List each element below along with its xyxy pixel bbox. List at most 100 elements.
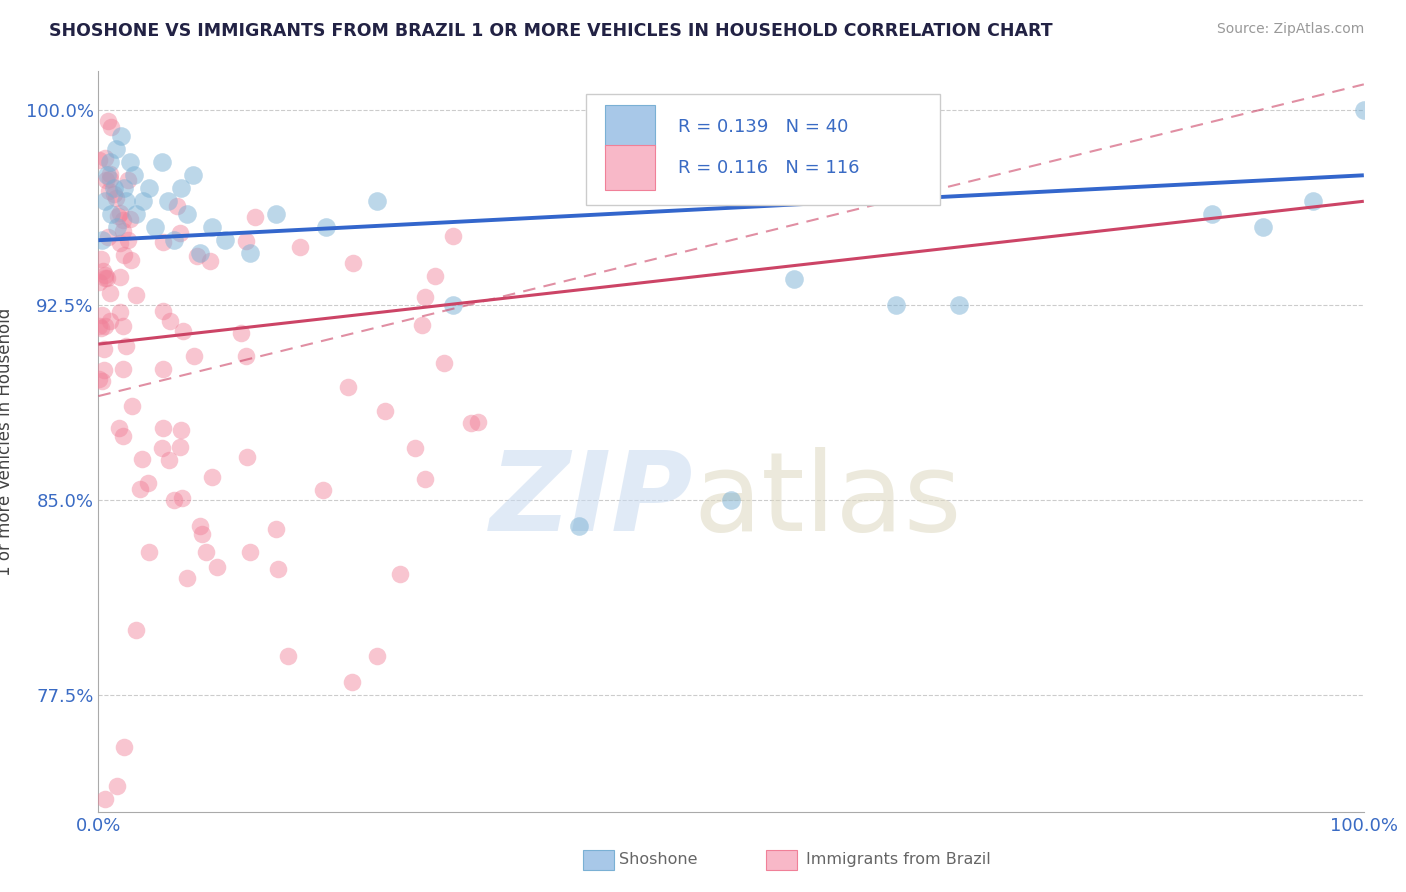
Point	[125, 207, 148, 221]
Point	[188, 519, 211, 533]
Point	[111, 318, 134, 333]
Point	[120, 212, 142, 227]
Point	[117, 172, 139, 186]
Point	[112, 213, 135, 227]
Point	[191, 527, 214, 541]
Point	[231, 326, 253, 341]
Point	[183, 349, 205, 363]
Point	[98, 172, 121, 186]
Point	[413, 290, 436, 304]
Text: R = 0.139   N = 40: R = 0.139 N = 40	[678, 118, 848, 136]
Point	[884, 298, 907, 312]
Point	[107, 220, 129, 235]
Point	[467, 415, 489, 429]
Point	[239, 246, 262, 260]
Point	[100, 120, 122, 135]
Point	[89, 372, 111, 386]
Point	[107, 209, 129, 223]
Point	[720, 493, 742, 508]
Point	[112, 739, 135, 754]
Point	[110, 305, 132, 319]
Point	[94, 151, 117, 165]
Bar	[585, 94, 939, 204]
Point	[98, 285, 121, 300]
Point	[105, 191, 128, 205]
Point	[93, 318, 115, 333]
Point	[183, 168, 205, 182]
Point	[97, 230, 120, 244]
Point	[107, 779, 129, 793]
Point	[122, 168, 145, 182]
Point	[172, 324, 194, 338]
Point	[169, 181, 191, 195]
Point	[235, 234, 257, 248]
Point	[125, 623, 148, 637]
Point	[152, 362, 174, 376]
Point	[112, 181, 135, 195]
Point	[1353, 103, 1375, 118]
Point	[108, 421, 131, 435]
Point	[120, 252, 142, 267]
Point	[94, 271, 117, 285]
Point	[1251, 220, 1274, 235]
Point	[94, 173, 117, 187]
Point	[176, 571, 198, 585]
Point	[111, 429, 134, 443]
Point	[91, 233, 114, 247]
Point	[93, 342, 115, 356]
Point	[111, 224, 134, 238]
Point	[214, 233, 236, 247]
Y-axis label: 1 or more Vehicles in Household: 1 or more Vehicles in Household	[0, 308, 14, 575]
Text: Immigrants from Brazil: Immigrants from Brazil	[806, 853, 990, 867]
Point	[404, 441, 426, 455]
Point	[90, 321, 112, 335]
Point	[311, 483, 333, 497]
Point	[96, 270, 118, 285]
Point	[105, 142, 128, 156]
Point	[110, 206, 132, 220]
Point	[103, 187, 125, 202]
Point	[136, 475, 159, 490]
Point	[340, 674, 363, 689]
Point	[91, 308, 114, 322]
Point	[120, 155, 141, 169]
Point	[125, 287, 148, 301]
Point	[110, 236, 132, 251]
Point	[166, 199, 188, 213]
Point	[169, 226, 191, 240]
Bar	[605, 104, 655, 149]
Text: ZIP: ZIP	[489, 447, 693, 554]
Point	[150, 155, 173, 169]
Point	[170, 423, 193, 437]
Point	[264, 207, 287, 221]
Point	[568, 519, 591, 533]
Point	[267, 562, 290, 576]
Bar	[605, 145, 655, 190]
Point	[411, 318, 433, 332]
Point	[235, 349, 257, 363]
Point	[198, 253, 221, 268]
Point	[460, 416, 482, 430]
Point	[94, 268, 117, 282]
Text: atlas: atlas	[693, 447, 962, 554]
Point	[433, 356, 456, 370]
Point	[423, 268, 446, 283]
Text: R = 0.116   N = 116: R = 0.116 N = 116	[678, 159, 859, 177]
Point	[93, 791, 117, 805]
Point	[374, 404, 396, 418]
Point	[948, 298, 970, 312]
Point	[186, 249, 208, 263]
Point	[264, 522, 287, 536]
Point	[138, 545, 160, 559]
Point	[366, 194, 388, 209]
Point	[388, 567, 411, 582]
Point	[89, 318, 111, 333]
Point	[201, 220, 224, 235]
Point	[188, 246, 211, 260]
Point	[100, 167, 122, 181]
Point	[342, 256, 364, 270]
Point	[121, 399, 143, 413]
Point	[315, 220, 337, 235]
Point	[157, 194, 180, 209]
Text: Source: ZipAtlas.com: Source: ZipAtlas.com	[1216, 22, 1364, 37]
